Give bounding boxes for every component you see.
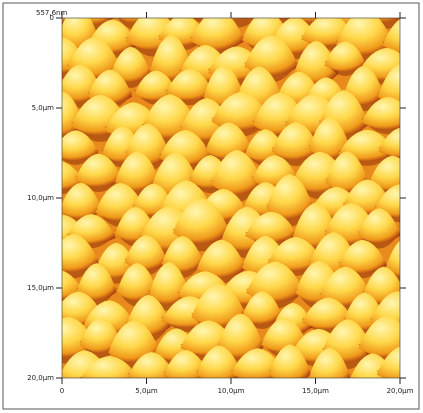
y-axis-label: 0 (50, 14, 54, 22)
afm-figure: 557,6nm 05,0µm10,0µm15,0µm20,0µm05,0µm10… (0, 0, 423, 413)
x-axis-label: 15,0µm (302, 387, 329, 395)
y-axis-label: 10,0µm (27, 194, 54, 202)
y-axis-label: 5,0µm (32, 104, 55, 112)
page: 557,6nm 05,0µm10,0µm15,0µm20,0µm05,0µm10… (0, 0, 423, 413)
plate (191, 10, 245, 50)
x-axis-label: 0 (60, 387, 64, 395)
y-axis-label: 15,0µm (27, 284, 54, 292)
y-axis-label: 20,0µm (27, 374, 54, 382)
x-axis-label: 10,0µm (218, 387, 245, 395)
shadow (58, 376, 112, 395)
x-axis-label: 5,0µm (135, 387, 158, 395)
afm-image (28, 0, 423, 397)
x-axis-label: 20,0µm (387, 387, 414, 395)
shadow (80, 377, 140, 392)
